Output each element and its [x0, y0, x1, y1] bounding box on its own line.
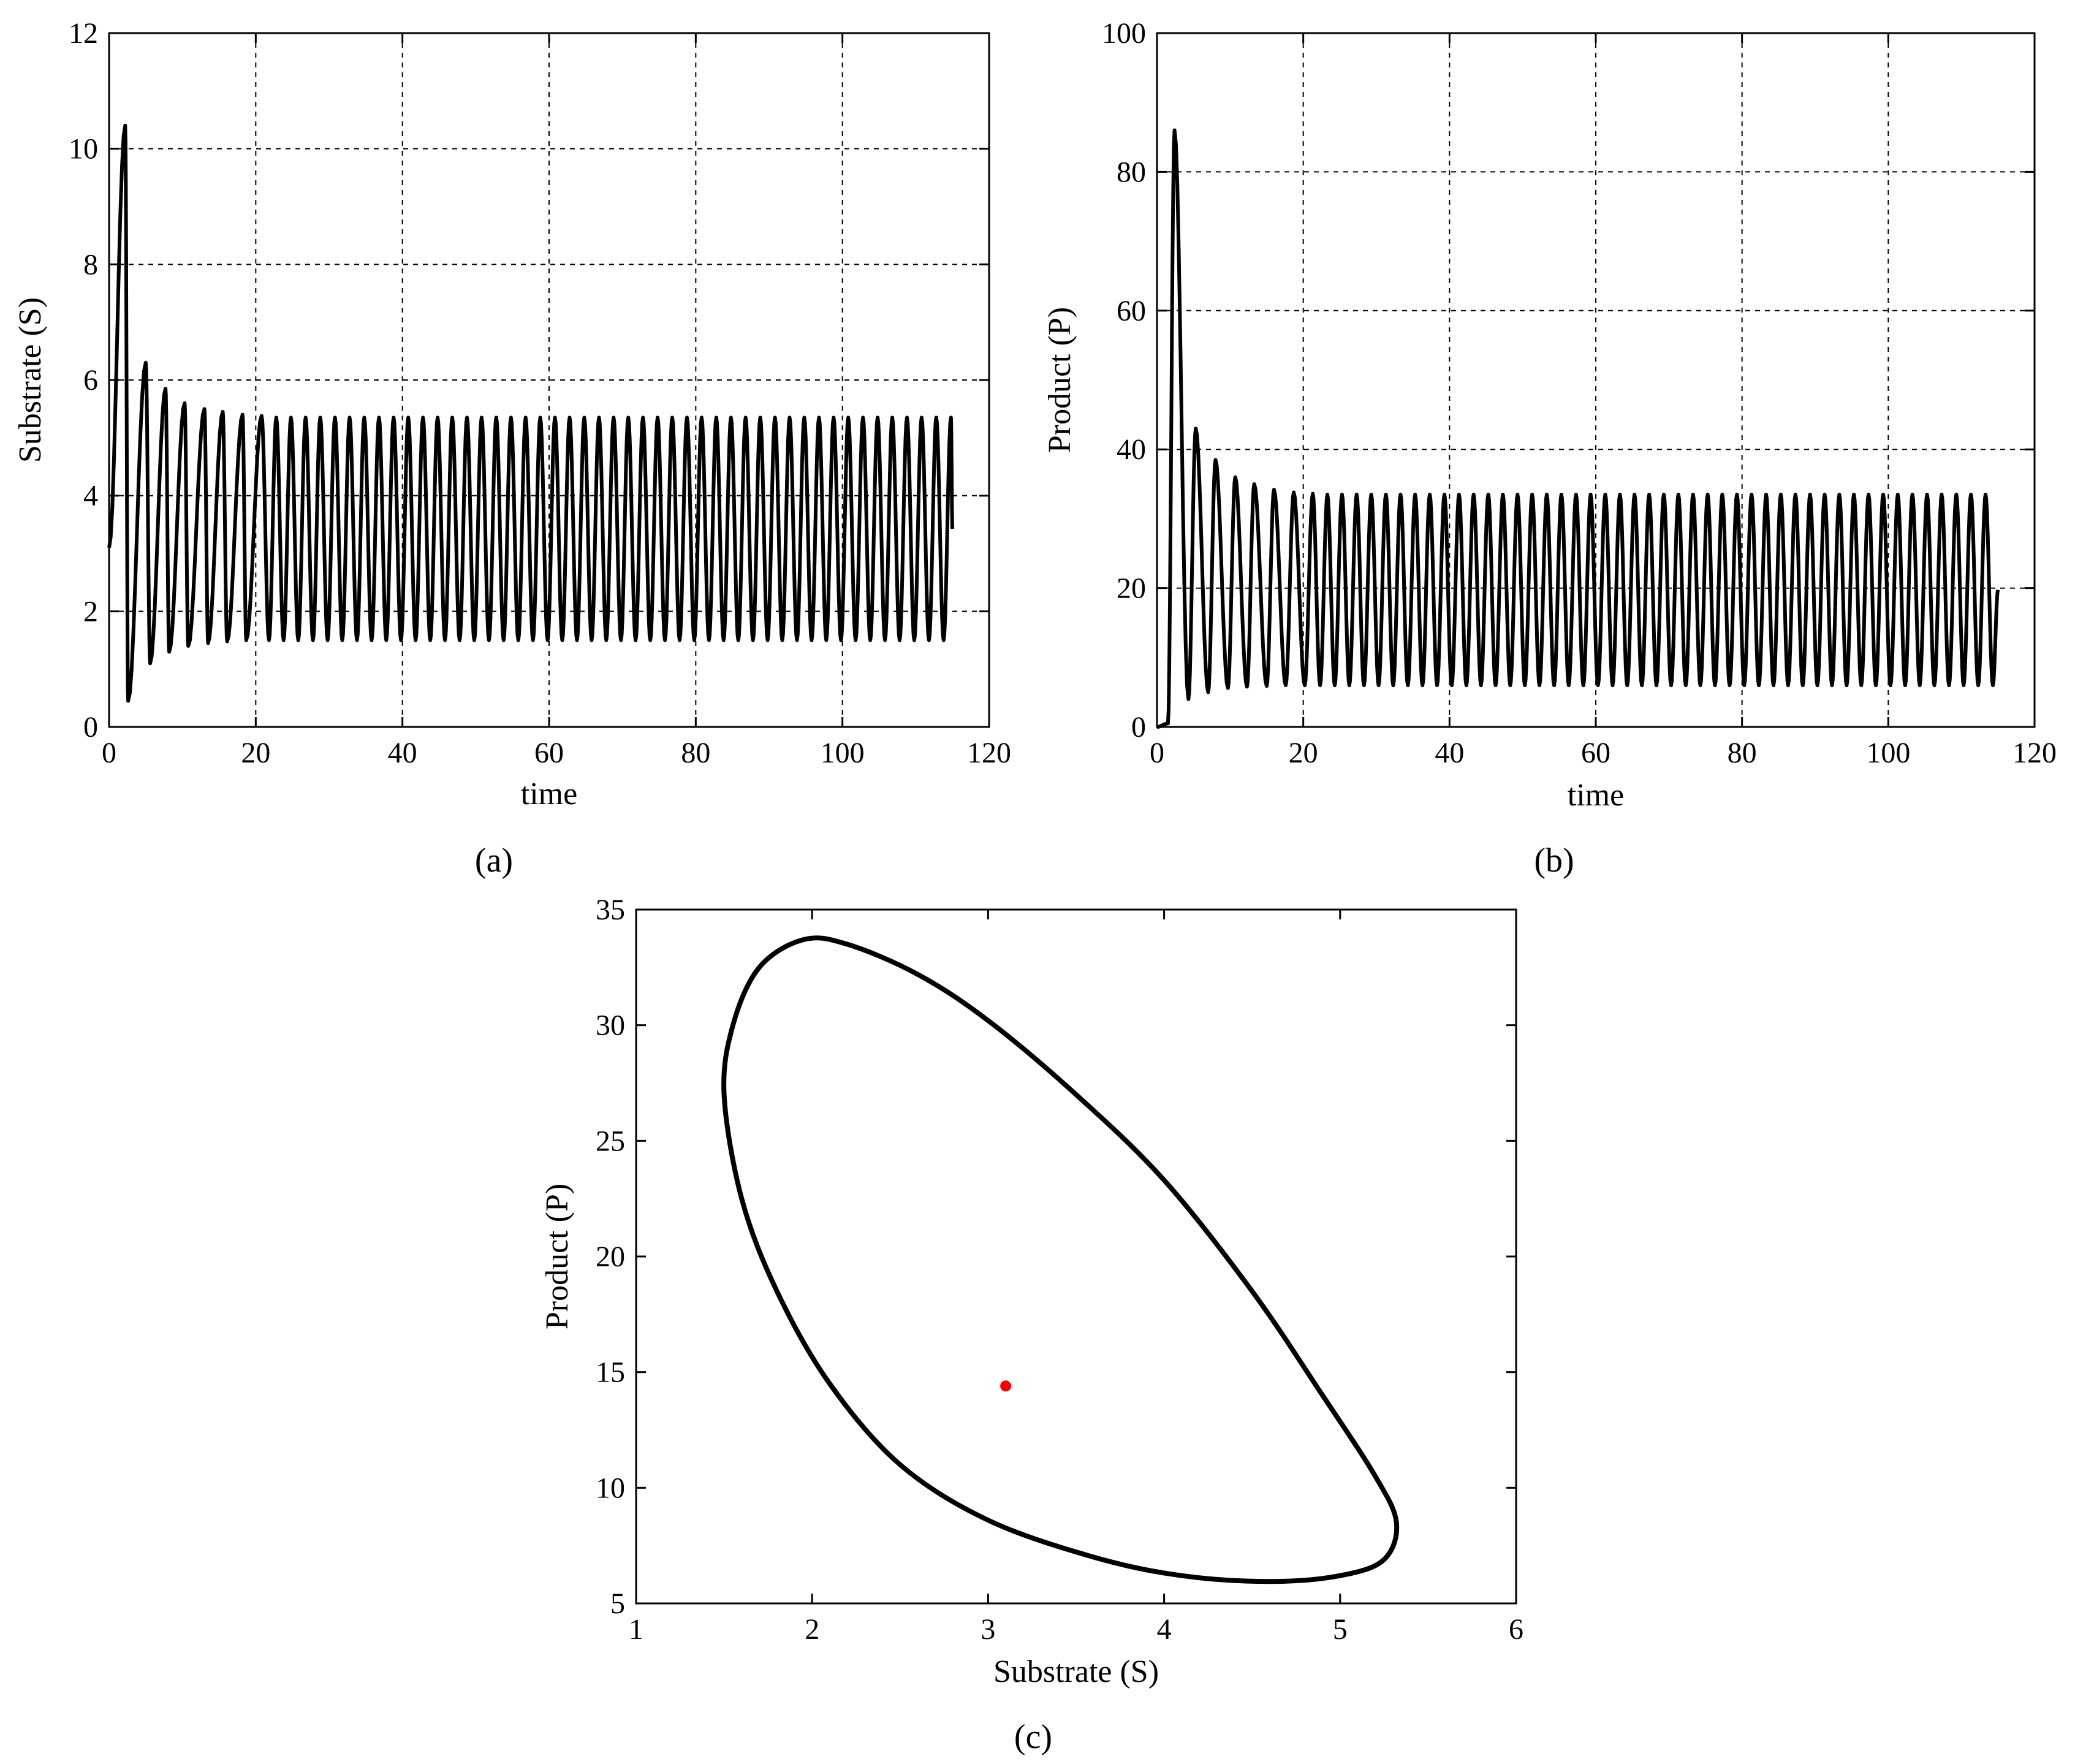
- chart-c-ylabel: Product (P): [540, 1184, 575, 1329]
- chart-b-series-line: [1156, 128, 2000, 729]
- chart-a-ticks: 0 20 40 60 80 100 120 0 2 4 6 8 10 12: [69, 17, 1011, 769]
- chart-b-ytick-label: 20: [1117, 572, 1146, 605]
- chart-b-xtick-label: 100: [1866, 737, 1910, 769]
- chart-b-xtick-label: 20: [1289, 737, 1318, 769]
- chart-a-panel-label: (a): [475, 842, 513, 880]
- chart-a-ytick-label: 8: [83, 248, 98, 281]
- chart-b-xtick-label: 40: [1435, 737, 1464, 769]
- chart-b-xtick-label: 0: [1150, 737, 1164, 769]
- chart-c-ticks: 1 2 3 4 5 6 5 10 15 20 25 30 35: [596, 894, 1523, 1646]
- chart-c-ytick-label: 5: [610, 1587, 625, 1620]
- chart-b-ticks: 0 20 40 60 80 100 120 0 20 40 60 80 100: [1102, 17, 2057, 769]
- chart-a-xlabel: time: [521, 777, 577, 812]
- chart-b-ytick-label: 100: [1102, 17, 1146, 50]
- chart-b-ytick-label: 0: [1131, 711, 1146, 743]
- chart-a-xtick-label: 100: [821, 737, 865, 769]
- chart-b-grid: [1157, 33, 2035, 727]
- chart-c-ytick-label: 20: [596, 1241, 625, 1273]
- chart-c-xtick-label: 5: [1333, 1613, 1348, 1646]
- chart-b-panel-label: (b): [1534, 842, 1574, 880]
- chart-a-ylabel: Substrate (S): [13, 297, 48, 463]
- chart-c-xtick-label: 6: [1509, 1613, 1523, 1646]
- chart-c-limit-cycle: [721, 935, 1400, 1584]
- chart-b-xlabel: time: [1568, 778, 1624, 813]
- chart-c-ytick-label: 25: [596, 1125, 625, 1157]
- chart-a-xtick-label: 40: [388, 737, 417, 769]
- chart-b-series: [1156, 128, 2000, 729]
- chart-c-plot-area: [636, 910, 1516, 1603]
- chart-c-ytick-label: 30: [596, 1009, 625, 1042]
- chart-a-ytick-label: 2: [83, 595, 98, 628]
- chart-c-panel-label: (c): [1014, 1718, 1052, 1756]
- chart-a-ytick-label: 12: [69, 17, 98, 50]
- chart-b-xtick-label: 80: [1728, 737, 1757, 769]
- chart-c-ytick-label: 15: [596, 1356, 625, 1389]
- chart-c-xtick-label: 2: [805, 1613, 819, 1646]
- chart-b-ytick-label: 40: [1117, 433, 1146, 466]
- chart-c: 1 2 3 4 5 6 5 10 15 20 25 30 35 Substrate (S) Produc…: [540, 894, 1523, 1756]
- chart-a-ytick-label: 6: [83, 364, 98, 397]
- chart-b-xtick-label: 60: [1581, 737, 1610, 769]
- chart-b-xtick-label: 120: [2012, 737, 2057, 769]
- chart-c-ytick-label: 35: [596, 894, 625, 926]
- chart-c-xtick-label: 3: [981, 1613, 995, 1646]
- chart-c-equilibrium-point: [1000, 1380, 1012, 1392]
- chart-a-ytick-label: 4: [83, 480, 98, 512]
- chart-a-xtick-label: 0: [102, 737, 116, 769]
- chart-c-xlabel: Substrate (S): [993, 1654, 1159, 1689]
- chart-c-series: [721, 935, 1400, 1584]
- chart-b: 0 20 40 60 80 100 120 0 20 40 60 80 100 time Product…: [1042, 17, 2057, 880]
- chart-a-xtick-label: 20: [241, 737, 270, 769]
- chart-a-series-line: [107, 123, 955, 703]
- chart-a-xtick-label: 60: [534, 737, 564, 769]
- chart-b-ytick-label: 80: [1117, 156, 1146, 188]
- chart-a-series: [107, 123, 955, 703]
- chart-b-ytick-label: 60: [1117, 295, 1146, 327]
- chart-c-xtick-label: 1: [629, 1613, 643, 1646]
- chart-a: 0 20 40 60 80 100 120 0 2 4 6 8 10 12 time Substrate …: [13, 17, 1011, 880]
- chart-a-grid: [109, 33, 989, 727]
- chart-a-ytick-label: 0: [83, 711, 98, 743]
- chart-a-ytick-label: 10: [69, 133, 98, 165]
- chart-c-ytick-label: 10: [596, 1472, 625, 1504]
- chart-b-ylabel: Product (P): [1042, 307, 1077, 453]
- chart-a-xtick-label: 80: [681, 737, 710, 769]
- chart-a-xtick-label: 120: [967, 737, 1011, 769]
- chart-c-xtick-label: 4: [1157, 1613, 1172, 1646]
